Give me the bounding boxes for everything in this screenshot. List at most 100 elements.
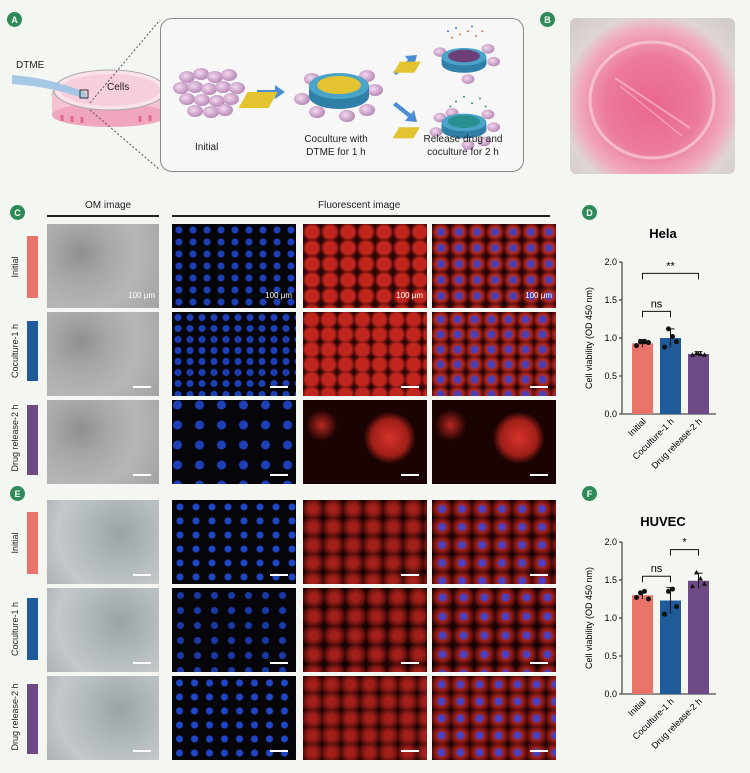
dapi-image-coculture-e [172,588,296,672]
step-coculture-label-1: Coculture with [304,134,368,145]
om-header-rule [47,215,159,217]
merge-image-initial-e [432,500,556,584]
scale-bar [530,474,548,476]
data-point [634,594,639,600]
merge-image-coculture-e [432,588,556,672]
x-tick-label: Drug release-2 h [649,416,703,470]
bar-2 [688,580,709,694]
data-point [634,343,639,349]
scale-bar [133,662,151,664]
significance-bracket [642,272,699,280]
step-release-label-2: coculture for 2 h [427,147,499,158]
data-point [674,339,679,345]
data-point [666,326,671,332]
well-photo [570,18,735,174]
scale-bar [530,386,548,388]
om-image-coculture-c [47,312,159,396]
merge-image-initial-c: 100 μm [432,224,556,308]
row-label-drug-e: Drug release-2 h [10,683,20,751]
y-tick-label: 0.0 [604,409,617,419]
actin-image-drug-c [303,400,427,484]
data-point [690,352,695,357]
well-highlight [588,40,716,160]
y-tick-label: 0.0 [604,689,617,699]
dtme-label: DTME [16,60,45,71]
data-point [662,611,667,617]
scale-bar [270,474,288,476]
scale-bar [401,574,419,576]
panel-label-b: B [540,12,555,27]
petri-dish-illustration [12,69,160,127]
row-color-coculture-e [27,598,38,660]
data-point [638,590,643,596]
step-release-label-1: Release drug and [423,134,503,145]
y-tick-label: 2.0 [604,537,617,547]
row-color-initial-c [27,236,38,298]
om-image-initial-e [47,500,159,584]
step-coculture-label-2: DTME for 1 h [306,147,366,158]
scale-bar [270,662,288,664]
scale-bar [530,750,548,752]
data-point [670,333,675,339]
fluor-header-rule [172,215,550,217]
panel-label-a: A [7,12,22,27]
row-label-drug-c: Drug release-2 h [10,404,20,472]
actin-image-initial-c: 100 μm [303,224,427,308]
scale-bar [133,750,151,752]
significance-bracket [642,310,671,318]
panel-label-c: C [10,205,25,220]
om-image-drug-c [47,400,159,484]
scalebar-label: 100 μm [525,291,552,300]
significance-label: ns [651,298,663,310]
bar-0 [632,595,653,694]
y-tick-label: 1.0 [604,613,617,623]
data-point [638,339,643,345]
row-label-initial-e: Initial [10,532,20,554]
data-point [698,351,703,356]
scale-bar [270,750,288,752]
dapi-image-initial-e [172,500,296,584]
data-point [642,339,647,345]
scale-bar [270,386,288,388]
dapi-image-drug-e [172,676,296,760]
y-tick-label: 0.5 [604,371,617,381]
dapi-image-drug-c [172,400,296,484]
scale-bar [133,474,151,476]
panel-label-e: E [10,486,25,501]
scale-bar [401,386,419,388]
bar-1 [660,338,681,414]
hela-viability-chart: Hela Cell viability (OD 450 nm) 0.0 0.5 1.0 1… [584,226,716,471]
row-color-drug-c [27,405,38,475]
data-point [694,569,699,575]
y-tick-label: 1.0 [604,333,617,343]
data-point [690,583,695,589]
row-label-coculture-c: Coculture-1 h [10,323,20,379]
merge-image-drug-c [432,400,556,484]
merge-image-coculture-c [432,312,556,396]
chart-title: Hela [649,226,677,241]
scale-bar [530,662,548,664]
data-point [670,586,675,592]
data-point [702,581,707,586]
row-label-initial-c: Initial [10,256,20,278]
fluorescent-image-header: Fluorescent image [318,200,401,211]
actin-image-initial-e [303,500,427,584]
row-color-coculture-c [27,321,38,381]
schematic-illustration [173,25,500,150]
x-tick-label: Initial [626,416,648,438]
panel-label-d: D [582,205,597,220]
row-color-drug-e [27,684,38,754]
huvec-viability-chart: HUVEC Cell viability (OD 450 nm) 0.0 0.5 1.0… [584,514,716,751]
x-tick-label: Drug release-2 h [649,696,703,750]
y-tick-label: 1.5 [604,575,617,585]
dapi-image-initial-c: 100 μm [172,224,296,308]
om-image-header: OM image [85,200,132,211]
row-label-coculture-e: Coculture-1 h [10,601,20,657]
actin-image-drug-e [303,676,427,760]
y-axis-label: Cell viability (OD 450 nm) [584,287,594,389]
significance-bracket [642,575,671,583]
data-point [698,575,703,581]
actin-image-coculture-e [303,588,427,672]
data-point [646,340,651,346]
scale-bar [401,474,419,476]
